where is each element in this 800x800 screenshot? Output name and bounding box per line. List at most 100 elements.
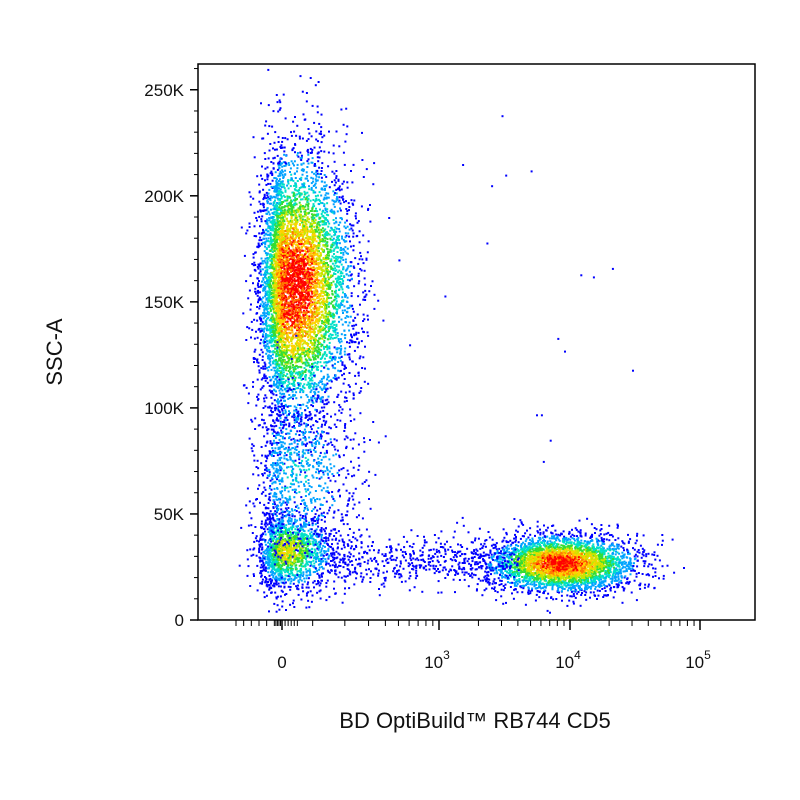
event-dot	[283, 283, 286, 286]
event-dot	[289, 223, 292, 226]
event-dot	[266, 166, 269, 169]
event-dot	[307, 353, 310, 356]
event-dot	[289, 318, 292, 320]
event-dot	[315, 288, 317, 291]
event-dot	[258, 371, 261, 374]
event-dot	[262, 333, 265, 336]
event-dot	[288, 368, 291, 371]
event-dot	[255, 330, 257, 333]
event-dot	[335, 227, 338, 230]
event-dot	[245, 339, 248, 341]
event-dot	[274, 335, 277, 338]
event-dot	[340, 286, 343, 289]
event-dot	[275, 207, 278, 210]
event-dot	[314, 279, 317, 281]
event-dot	[254, 348, 257, 351]
event-dot	[335, 302, 338, 305]
event-dot	[271, 390, 273, 393]
event-dot	[345, 315, 348, 318]
event-dot	[334, 267, 337, 270]
event-dot	[340, 333, 343, 336]
event-dot	[345, 273, 348, 276]
event-dot	[320, 286, 323, 289]
event-dot	[327, 285, 330, 288]
event-dot	[335, 246, 338, 249]
event-dot	[261, 418, 263, 421]
event-dot	[274, 177, 277, 180]
event-dot	[267, 225, 270, 228]
event-dot	[315, 286, 318, 289]
event-dot	[285, 296, 288, 299]
event-dot	[330, 258, 333, 261]
event-dot	[298, 283, 300, 285]
event-dot	[318, 318, 321, 321]
event-dot	[358, 280, 361, 283]
event-dot	[306, 304, 309, 307]
event-dot	[261, 284, 264, 286]
event-dot	[290, 173, 293, 176]
event-dot	[293, 227, 296, 230]
event-dot	[273, 306, 276, 309]
event-dot	[278, 244, 281, 247]
event-dot	[292, 366, 294, 369]
event-dot	[279, 278, 282, 281]
event-dot	[306, 352, 309, 355]
event-dot	[315, 180, 318, 182]
event-dot	[306, 361, 309, 364]
event-dot	[289, 367, 292, 369]
event-dot	[260, 218, 263, 221]
event-dot	[331, 199, 334, 202]
event-dot	[324, 237, 327, 240]
event-dot	[285, 244, 287, 247]
event-dot	[305, 332, 307, 335]
event-dot	[268, 282, 271, 285]
event-dot	[279, 319, 282, 322]
event-dot	[284, 403, 287, 406]
event-dot	[284, 279, 287, 282]
event-dot	[335, 170, 338, 172]
event-dot	[344, 424, 346, 427]
event-dot	[314, 234, 317, 237]
event-dot	[260, 284, 262, 287]
event-dot	[276, 381, 279, 384]
event-dot	[281, 222, 284, 225]
event-dot	[350, 295, 353, 298]
event-dot	[265, 228, 268, 231]
event-dot	[311, 238, 314, 241]
event-dot	[313, 357, 315, 360]
event-dot	[302, 288, 305, 291]
event-dot	[273, 237, 276, 240]
event-dot	[337, 224, 340, 226]
event-dot	[312, 290, 315, 293]
event-dot	[337, 246, 340, 249]
event-dot	[274, 241, 277, 244]
event-dot	[286, 253, 289, 255]
event-dot	[351, 360, 354, 363]
event-dot	[315, 175, 318, 178]
event-dot	[312, 388, 315, 391]
event-dot	[259, 265, 262, 268]
event-dot	[280, 172, 283, 175]
event-dot	[296, 170, 298, 173]
event-dot	[303, 215, 306, 218]
event-dot	[309, 323, 312, 326]
event-dot	[262, 317, 265, 320]
event-dot	[283, 343, 286, 346]
event-dot	[322, 446, 325, 449]
event-dot	[274, 190, 277, 193]
event-dot	[335, 323, 338, 326]
event-dot	[276, 345, 279, 348]
event-dot	[267, 226, 270, 229]
event-dot	[329, 325, 332, 328]
event-dot	[274, 244, 277, 247]
event-dot	[299, 287, 302, 290]
event-dot	[288, 164, 291, 166]
event-dot	[268, 328, 271, 331]
event-dot	[280, 217, 283, 220]
event-dot	[364, 289, 367, 292]
event-dot	[324, 320, 327, 323]
event-dot	[272, 320, 275, 323]
event-dot	[301, 156, 303, 159]
event-dot	[281, 381, 284, 384]
